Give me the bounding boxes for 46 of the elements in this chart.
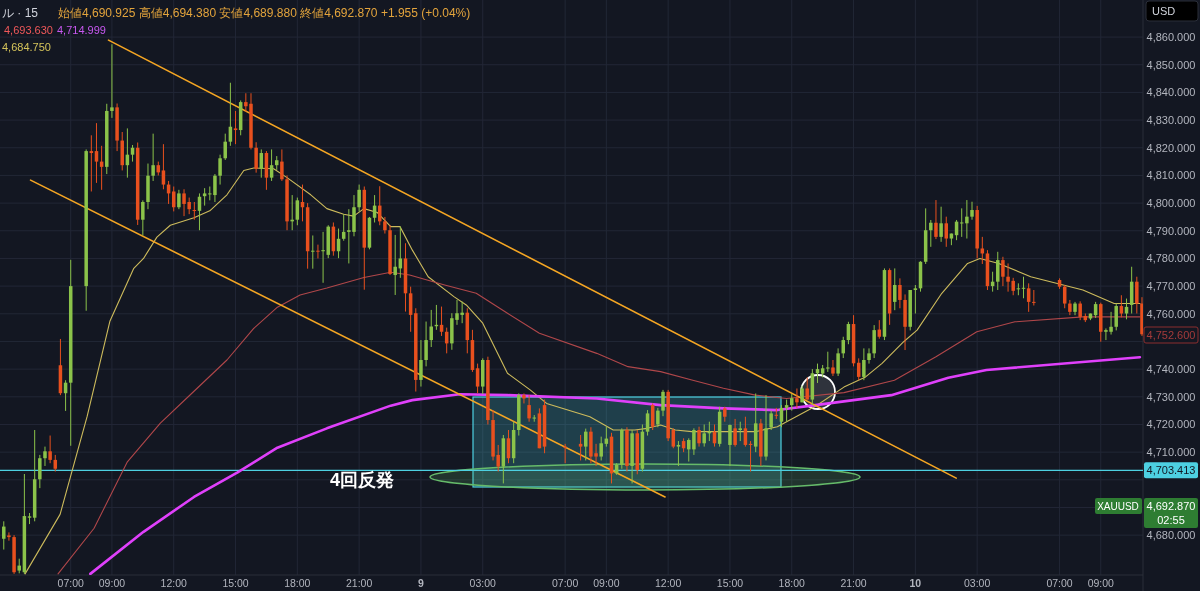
text: USD <box>1152 5 1176 17</box>
x-tick-label: 03:00 <box>469 577 497 589</box>
ref-line-label: 4,703.413 <box>1146 464 1196 477</box>
y-tick-label: 4,840.000 <box>1146 86 1196 99</box>
annotation: 4,684.750 <box>2 41 51 53</box>
x-tick-label: 21:00 <box>346 577 373 589</box>
x-tick-label: 15:00 <box>222 577 249 589</box>
y-tick-label: 4,790.000 <box>1146 224 1196 237</box>
text: 02:55 <box>1157 514 1185 526</box>
x-tick-label: 18:00 <box>778 577 806 589</box>
y-tick-label: 4,720.000 <box>1146 418 1196 431</box>
y-tick-label: 4,780.000 <box>1146 252 1196 265</box>
text: 始値4,690.925 高値4,694.380 安値4,689.880 終値4,692.870 +1.955 (+0.04%) <box>58 6 471 20</box>
x-tick-label: 9 <box>418 577 425 589</box>
x-tick-label: 09:00 <box>593 577 620 589</box>
text: ル · 15 <box>2 6 39 20</box>
x-tick-label: 18:00 <box>284 577 311 589</box>
y-tick-label: 4,800.000 <box>1146 197 1196 210</box>
x-tick-label: 12:00 <box>655 577 682 589</box>
x-tick-label: 09:00 <box>1087 577 1115 589</box>
y-tick-label: 4,820.000 <box>1146 141 1196 154</box>
annotation: XAUUSD <box>1097 500 1139 512</box>
y-tick-label: 4,730.000 <box>1146 390 1196 403</box>
annotation: 4,714.999 <box>57 24 106 36</box>
y-tick-label: 4,850.000 <box>1146 58 1196 71</box>
text: 4,752.600 <box>1146 329 1196 341</box>
y-tick-label: 4,830.000 <box>1146 114 1196 127</box>
y-tick-label: 4,860.000 <box>1146 31 1196 44</box>
x-tick-label: 21:00 <box>840 577 867 589</box>
y-tick-label: 4,760.000 <box>1146 307 1196 320</box>
x-tick-label: 09:00 <box>98 577 126 589</box>
x-tick-label: 12:00 <box>160 577 188 589</box>
y-tick-label: 4,740.000 <box>1146 363 1196 376</box>
y-tick-label: 4,710.000 <box>1146 446 1196 459</box>
x-tick-label: 07:00 <box>1046 577 1073 589</box>
x-tick-label: 10 <box>909 577 922 589</box>
y-tick-label: 4,770.000 <box>1146 280 1196 293</box>
annotation: 4,693.630 <box>4 24 53 36</box>
text: 4,692.870 <box>1146 500 1196 512</box>
y-tick-label: 4,810.000 <box>1146 169 1196 182</box>
x-tick-label: 15:00 <box>716 577 744 589</box>
x-tick-label: 07:00 <box>57 577 85 589</box>
x-tick-label: 03:00 <box>964 577 991 589</box>
y-tick-label: 4,680.000 <box>1146 529 1196 542</box>
x-tick-label: 07:00 <box>552 577 579 589</box>
annotation: 4回反発 <box>329 470 395 490</box>
